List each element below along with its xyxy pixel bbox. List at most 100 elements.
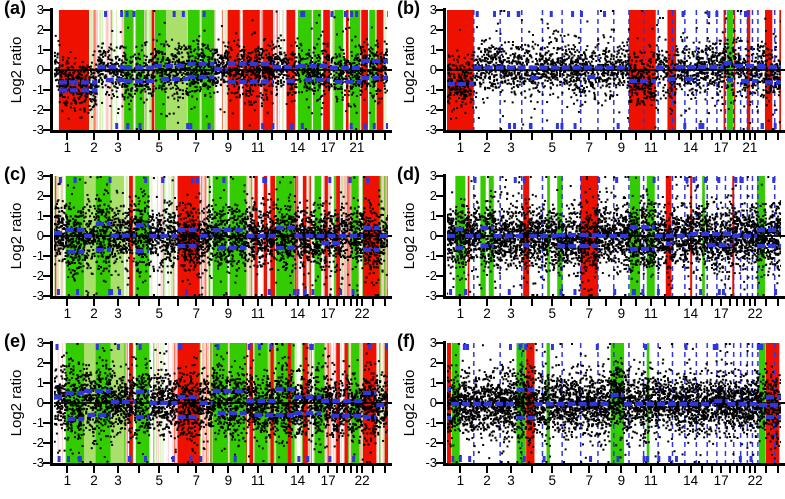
x-tick-mark (711, 133, 714, 140)
x-tick-mark (211, 466, 214, 473)
x-tick-label: 9 (617, 140, 626, 155)
x-tick-label: 11 (250, 306, 265, 321)
x-tick-label: 11 (643, 140, 658, 155)
x-tick-mark (551, 133, 554, 140)
x-tick-mark (355, 299, 358, 306)
x-tick-mark (742, 299, 745, 306)
y-tick-mark (43, 69, 50, 71)
x-tick-label: 17 (320, 306, 336, 321)
y-tick-label: 1 (36, 42, 44, 57)
x-tick-mark (242, 133, 245, 140)
x-tick-mark (307, 299, 310, 306)
x-tick-mark (700, 299, 703, 306)
x-tick-mark (748, 466, 751, 473)
y-tick-mark (436, 129, 443, 131)
x-tick-mark (361, 299, 364, 306)
x-tick-mark (588, 466, 591, 473)
x-tick-label: 22 (747, 306, 763, 321)
x-tick-label: 5 (548, 473, 557, 488)
x-tick-mark (327, 133, 330, 140)
y-tick-label: 2 (36, 355, 44, 370)
y-tick-mark (436, 175, 443, 177)
panel-c-x-axis-line (50, 296, 392, 299)
x-tick-mark (355, 133, 358, 140)
x-tick-mark (92, 133, 95, 140)
x-tick-mark (459, 133, 462, 140)
y-tick-mark (436, 442, 443, 444)
x-tick-mark (700, 133, 703, 140)
x-tick-mark (383, 133, 386, 140)
x-tick-label: 1 (63, 473, 72, 488)
x-tick-mark (711, 299, 714, 306)
y-tick-label: 2 (429, 22, 437, 37)
y-tick-label: 3 (36, 2, 44, 17)
x-tick-mark (335, 466, 338, 473)
y-tick-label: -2 (425, 268, 437, 283)
x-tick-label: 9 (617, 473, 626, 488)
x-tick-mark (327, 466, 330, 473)
x-tick-mark (318, 299, 321, 306)
x-tick-mark (66, 133, 69, 140)
x-tick-mark (158, 299, 161, 306)
y-tick-label: -1 (32, 248, 44, 263)
x-tick-mark (284, 466, 287, 473)
x-tick-mark (66, 299, 69, 306)
x-tick-mark (649, 466, 652, 473)
panel-c-y-axis-line (50, 174, 53, 299)
y-tick-label: 2 (36, 22, 44, 37)
y-tick-mark (436, 382, 443, 384)
y-tick-label: 2 (36, 188, 44, 203)
panel-a-x-axis-line (50, 130, 392, 133)
x-tick-mark (195, 299, 198, 306)
x-tick-label: 9 (617, 306, 626, 321)
x-tick-mark (177, 299, 180, 306)
x-tick-label: 11 (643, 473, 658, 488)
y-tick-label: 1 (429, 208, 437, 223)
x-tick-mark (742, 466, 745, 473)
x-tick-label: 11 (250, 140, 265, 155)
x-tick-mark (776, 299, 779, 306)
y-tick-mark (436, 215, 443, 217)
y-tick-mark (436, 255, 443, 257)
x-tick-label: 14 (683, 473, 699, 488)
y-tick-label: -3 (425, 288, 437, 303)
x-tick-mark (736, 133, 739, 140)
y-tick-label: 0 (429, 62, 437, 77)
x-tick-mark (361, 466, 364, 473)
x-tick-mark (256, 133, 259, 140)
x-tick-mark (711, 466, 714, 473)
y-tick-label: 1 (429, 375, 437, 390)
x-tick-mark (327, 299, 330, 306)
panel-d-zero-line-extension (781, 235, 785, 237)
x-tick-mark (138, 133, 141, 140)
y-tick-label: -2 (32, 102, 44, 117)
y-tick-mark (43, 295, 50, 297)
x-tick-mark (620, 133, 623, 140)
x-tick-mark (296, 133, 299, 140)
x-tick-mark (620, 299, 623, 306)
x-tick-mark (256, 299, 259, 306)
x-tick-mark (335, 133, 338, 140)
y-tick-mark (436, 9, 443, 11)
x-tick-label: 17 (713, 473, 729, 488)
y-tick-label: -1 (425, 248, 437, 263)
x-tick-mark (531, 299, 534, 306)
x-tick-mark (736, 299, 739, 306)
y-tick-mark (436, 402, 443, 404)
x-tick-mark (570, 133, 573, 140)
x-tick-mark (242, 466, 245, 473)
x-tick-mark (383, 466, 386, 473)
panel-e-plot-canvas (54, 343, 388, 463)
x-tick-mark (227, 133, 230, 140)
x-tick-mark (485, 299, 488, 306)
x-tick-mark (620, 466, 623, 473)
panel-a-label: (a) (4, 0, 26, 18)
panel-c-plot-canvas (54, 176, 388, 296)
x-tick-mark (531, 133, 534, 140)
panel-d: (d) Log2 ratio 3 2 1 0 -1 -2 -3 1 2 3 5 7 9 11 14 17 22 (393, 164, 785, 332)
y-tick-mark (43, 175, 50, 177)
y-tick-mark (43, 49, 50, 51)
x-tick-label: 22 (354, 473, 370, 488)
y-tick-mark (43, 422, 50, 424)
y-tick-mark (436, 275, 443, 277)
